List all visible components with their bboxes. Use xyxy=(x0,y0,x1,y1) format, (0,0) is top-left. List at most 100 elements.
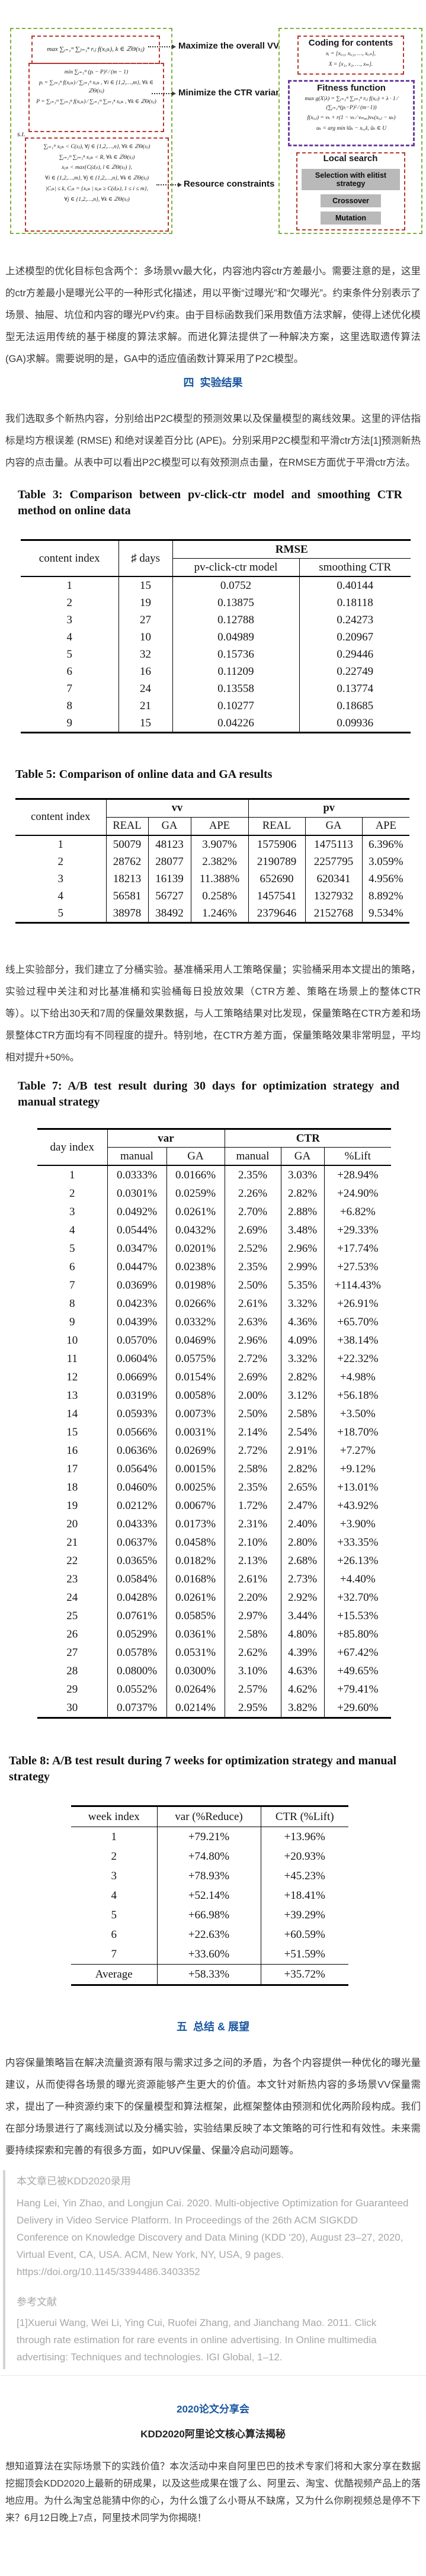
table-row: 5 38978 38492 1.246% 2379646 2152768 9.534% xyxy=(15,905,410,923)
table-cell: +79.21% xyxy=(156,1827,261,1847)
table-cell: 2 xyxy=(66,597,73,609)
formula-ctr-variance: min ∑ᵢ₌₁ᵐ (pᵢ − P)² ⁄ (m − 1) pᵢ = ∑ⱼ₌₁ⁿ … xyxy=(30,64,163,111)
table-cell: 3.44% xyxy=(280,1607,324,1625)
table-cell: 3.48% xyxy=(280,1221,324,1239)
formula-line: |Cⱼₖ| ≤ k, Cⱼₖ = {xᵢⱼₖ | xᵢⱼₖ ≥ C(dⱼₖ), … xyxy=(46,185,148,192)
table-cell: 0.0332% xyxy=(166,1313,225,1331)
table-cell: 2.69% xyxy=(224,1221,281,1239)
table-cell: 0.0333% xyxy=(107,1165,166,1184)
table-cell: 4.956% xyxy=(361,870,410,887)
table-cell: +9.12% xyxy=(323,1460,392,1478)
table-cell: 4 xyxy=(111,1889,117,1902)
table-cell: 2.96% xyxy=(280,1239,324,1258)
table-cell: 2.82% xyxy=(280,1460,324,1478)
table-cell: 2 xyxy=(57,856,64,868)
table-cell: +43.92% xyxy=(323,1497,392,1515)
table-cell: +32.70% xyxy=(323,1588,392,1607)
table-cell: 0.13558 xyxy=(172,680,299,697)
table-cell: 38978 xyxy=(105,905,148,923)
table-cell: 5 xyxy=(111,1909,117,1921)
paper-citation: Hang Lei, Yin Zhao, and Longjun Cai. 202… xyxy=(17,2194,412,2280)
table7-sub-var-ga: GA xyxy=(166,1147,225,1165)
table-cell: 0.0585% xyxy=(166,1607,225,1625)
table-cell: 0.0552% xyxy=(107,1680,166,1699)
table-cell: 0.0269% xyxy=(166,1441,225,1460)
table7-col-day-index: day index xyxy=(50,1141,94,1154)
genetic-algorithm-box: Coding for contents xᵢ = [xᵢ,₁, xᵢ,₂, …,… xyxy=(278,28,422,234)
formula-line: X = [x₁, x₂, …, xₘ]. xyxy=(328,61,373,68)
table5-sub-real-pv: REAL xyxy=(248,817,306,835)
table-cell: 16 xyxy=(66,1444,78,1457)
table-cell: 3.03% xyxy=(280,1165,324,1184)
resource-constraints-box: ∑ᵢ₌₁ᵐ xᵢⱼₖ < C(sⱼ), ∀j ∈ {1,2,…,n}, ∀k ∈… xyxy=(25,137,169,232)
table-cell: +29.33% xyxy=(323,1221,392,1239)
table7-ab-test-30days: day index var CTR manual GA manual GA %L… xyxy=(37,1128,392,1719)
table-row: 4 +52.14% +18.41% xyxy=(71,1886,348,1905)
table-cell: +60.59% xyxy=(260,1925,348,1944)
table-cell: 27 xyxy=(66,1646,78,1659)
table-cell: 0.04989 xyxy=(172,629,299,646)
table-cell: 1.72% xyxy=(224,1497,281,1515)
reference-1: [1]Xuerui Wang, Wei Li, Ying Cui, Ruofei… xyxy=(17,2317,377,2363)
table-cell: 0.0361% xyxy=(166,1625,225,1643)
table-cell: 0.0301% xyxy=(107,1184,166,1203)
arrow-maximize-icon xyxy=(148,44,176,49)
citation-text: Hang Lei, Yin Zhao, and Longjun Cai. 202… xyxy=(17,2197,409,2260)
table-cell: 5 xyxy=(69,1242,75,1255)
table-cell: 16139 xyxy=(148,870,191,887)
table-cell: 2.63% xyxy=(224,1313,281,1331)
table-cell: 2.54% xyxy=(280,1423,324,1441)
table5-caption: Table 5: Comparison of online data and G… xyxy=(15,768,273,781)
table-cell: 0.0433% xyxy=(107,1515,166,1533)
table-row: 16 0.0636% 0.0269% 2.72% 2.91% +7.27% xyxy=(37,1441,392,1460)
table-row: 19 0.0212% 0.0067% 1.72% 2.47% +43.92% xyxy=(37,1497,392,1515)
table-cell: 2.88% xyxy=(280,1203,324,1221)
arrow-resource-icon xyxy=(156,182,182,187)
table-row: 1 +79.21% +13.96% xyxy=(71,1827,348,1847)
table-row: 22 0.0365% 0.0182% 2.13% 2.68% +26.13% xyxy=(37,1552,392,1570)
references-title: 参考文献 xyxy=(17,2296,57,2308)
table7-group-ctr: CTR xyxy=(224,1129,392,1148)
selection-elitist-step: Selection with elitist strategy xyxy=(302,169,400,190)
table-cell: 2 xyxy=(111,1850,117,1863)
crossover-step: Crossover xyxy=(321,194,381,207)
formula-line: max g(X|λ) = ∑ᵢ₌₁ᵐ ∑ⱼ₌₁ⁿ rᵢⱼ f(xᵢⱼ) + λ … xyxy=(305,96,398,111)
table-cell: 3 xyxy=(57,873,64,885)
table-cell: 2.47% xyxy=(280,1497,324,1515)
table-cell: +74.80% xyxy=(156,1847,261,1866)
table-cell: 0.0166% xyxy=(166,1165,225,1184)
table-cell: 0.40144 xyxy=(299,576,411,594)
table-cell: 0.0168% xyxy=(166,1570,225,1588)
table-cell: 2.61% xyxy=(224,1570,281,1588)
table8-body: 1 +79.21% +13.96% 2 +74.80% +20.93% 3 +78.93% +4… xyxy=(71,1827,348,1965)
table-row: 9 15 0.04226 0.09936 xyxy=(21,715,411,733)
table-cell: 1475113 xyxy=(305,835,363,853)
table-cell: 6 xyxy=(66,665,73,678)
table-cell: 2.35% xyxy=(224,1165,281,1184)
kdd-accepted-note: 本文章已被KDD2020录用 xyxy=(17,2175,131,2187)
table-cell: 0.20967 xyxy=(299,629,411,646)
table-cell: 0.0173% xyxy=(166,1515,225,1533)
table-cell: 0.15736 xyxy=(172,646,299,663)
table5-group-vv: vv xyxy=(105,799,249,818)
table-cell: 56581 xyxy=(105,887,148,905)
table-row: 18 0.0460% 0.0025% 2.35% 2.65% +13.01% xyxy=(37,1478,392,1497)
table-row: 3 +78.93% +45.23% xyxy=(71,1866,348,1886)
table-cell: 1575906 xyxy=(248,835,306,853)
table-cell: 6 xyxy=(111,1928,117,1941)
table-cell: +85.80% xyxy=(323,1625,392,1643)
table-cell: 25 xyxy=(66,1610,78,1622)
table-cell: 0.0460% xyxy=(107,1478,166,1497)
table-row: 28 0.0800% 0.0300% 3.10% 4.63% +49.65% xyxy=(37,1662,392,1680)
table-cell: 2.68% xyxy=(280,1552,324,1570)
formula-line: ∀j ∈ {1,2,…,n}, ∀k ∈ ℤΘ(sⱼ) xyxy=(64,196,130,203)
doi-link[interactable]: https://doi.org/10.1145/3394486.3403352 xyxy=(17,2266,200,2277)
table-cell: 7 xyxy=(66,683,73,695)
table-cell: 0.13875 xyxy=(172,594,299,611)
table-row: 29 0.0552% 0.0264% 2.57% 4.62% +79.41% xyxy=(37,1680,392,1699)
table-cell: 1 xyxy=(66,579,73,592)
table3-sub-pvclickctr: pv-click-ctr model xyxy=(172,558,299,576)
table-cell: +78.93% xyxy=(156,1866,261,1886)
table-cell: 0.0575% xyxy=(166,1350,225,1368)
